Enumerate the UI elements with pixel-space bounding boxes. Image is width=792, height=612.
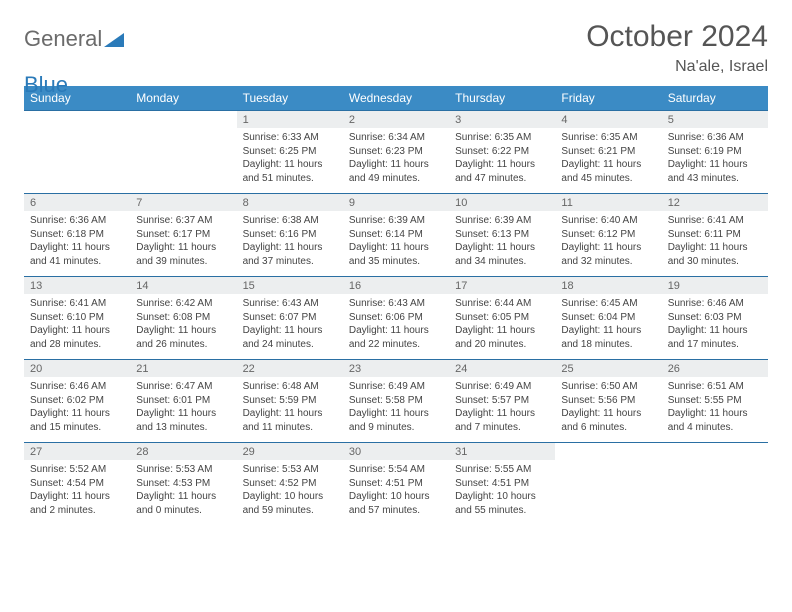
day-number: 20 [24,360,130,378]
logo-text-blue: Blue [24,72,68,98]
day-number: 2 [343,111,449,129]
day-header-cell: Thursday [449,86,555,111]
empty-cell [24,128,130,194]
day-number: 26 [662,360,768,378]
day-details: Sunrise: 6:49 AMSunset: 5:58 PMDaylight:… [343,377,449,443]
header: General October 2024 Na'ale, Israel [24,20,768,76]
day-number: 31 [449,443,555,461]
day-header-cell: Tuesday [237,86,343,111]
day-number: 21 [130,360,236,378]
day-details: Sunrise: 6:35 AMSunset: 6:21 PMDaylight:… [555,128,661,194]
day-number: 29 [237,443,343,461]
day-details: Sunrise: 5:53 AMSunset: 4:53 PMDaylight:… [130,460,236,525]
day-number: 1 [237,111,343,129]
day-number: 18 [555,277,661,295]
day-details: Sunrise: 6:38 AMSunset: 6:16 PMDaylight:… [237,211,343,277]
day-details: Sunrise: 6:40 AMSunset: 6:12 PMDaylight:… [555,211,661,277]
day-number: 12 [662,194,768,212]
logo: General [24,20,124,52]
day-number: 4 [555,111,661,129]
day-number: 17 [449,277,555,295]
empty-cell [662,460,768,525]
empty-cell [555,460,661,525]
day-details: Sunrise: 6:50 AMSunset: 5:56 PMDaylight:… [555,377,661,443]
day-details: Sunrise: 6:43 AMSunset: 6:06 PMDaylight:… [343,294,449,360]
day-details: Sunrise: 6:37 AMSunset: 6:17 PMDaylight:… [130,211,236,277]
week-data-row: Sunrise: 5:52 AMSunset: 4:54 PMDaylight:… [24,460,768,525]
logo-text-gray: General [24,26,102,52]
day-number: 9 [343,194,449,212]
day-details: Sunrise: 6:36 AMSunset: 6:18 PMDaylight:… [24,211,130,277]
day-number: 24 [449,360,555,378]
day-details: Sunrise: 6:33 AMSunset: 6:25 PMDaylight:… [237,128,343,194]
empty-cell [130,128,236,194]
week-data-row: Sunrise: 6:33 AMSunset: 6:25 PMDaylight:… [24,128,768,194]
day-details: Sunrise: 6:36 AMSunset: 6:19 PMDaylight:… [662,128,768,194]
day-number: 3 [449,111,555,129]
day-number: 27 [24,443,130,461]
week-number-row: 13141516171819 [24,277,768,295]
day-number: 11 [555,194,661,212]
day-details: Sunrise: 6:43 AMSunset: 6:07 PMDaylight:… [237,294,343,360]
day-header-cell: Monday [130,86,236,111]
week-data-row: Sunrise: 6:41 AMSunset: 6:10 PMDaylight:… [24,294,768,360]
empty-cell [130,111,236,129]
day-header-row: SundayMondayTuesdayWednesdayThursdayFrid… [24,86,768,111]
day-number: 25 [555,360,661,378]
empty-cell [555,443,661,461]
location: Na'ale, Israel [586,58,768,76]
week-data-row: Sunrise: 6:46 AMSunset: 6:02 PMDaylight:… [24,377,768,443]
day-header-cell: Friday [555,86,661,111]
day-details: Sunrise: 6:41 AMSunset: 6:10 PMDaylight:… [24,294,130,360]
day-details: Sunrise: 5:54 AMSunset: 4:51 PMDaylight:… [343,460,449,525]
empty-cell [24,111,130,129]
day-details: Sunrise: 6:48 AMSunset: 5:59 PMDaylight:… [237,377,343,443]
day-number: 16 [343,277,449,295]
day-details: Sunrise: 6:49 AMSunset: 5:57 PMDaylight:… [449,377,555,443]
day-details: Sunrise: 5:53 AMSunset: 4:52 PMDaylight:… [237,460,343,525]
week-number-row: 12345 [24,111,768,129]
day-details: Sunrise: 6:46 AMSunset: 6:02 PMDaylight:… [24,377,130,443]
day-number: 6 [24,194,130,212]
day-details: Sunrise: 6:46 AMSunset: 6:03 PMDaylight:… [662,294,768,360]
day-number: 5 [662,111,768,129]
day-details: Sunrise: 6:41 AMSunset: 6:11 PMDaylight:… [662,211,768,277]
day-details: Sunrise: 6:35 AMSunset: 6:22 PMDaylight:… [449,128,555,194]
day-number: 14 [130,277,236,295]
day-number: 23 [343,360,449,378]
empty-cell [662,443,768,461]
day-number: 28 [130,443,236,461]
day-number: 19 [662,277,768,295]
day-details: Sunrise: 6:47 AMSunset: 6:01 PMDaylight:… [130,377,236,443]
day-details: Sunrise: 5:52 AMSunset: 4:54 PMDaylight:… [24,460,130,525]
title-block: October 2024 Na'ale, Israel [586,20,768,76]
day-number: 22 [237,360,343,378]
month-title: October 2024 [586,20,768,54]
day-number: 10 [449,194,555,212]
day-details: Sunrise: 6:51 AMSunset: 5:55 PMDaylight:… [662,377,768,443]
day-details: Sunrise: 6:44 AMSunset: 6:05 PMDaylight:… [449,294,555,360]
day-number: 7 [130,194,236,212]
day-header-cell: Saturday [662,86,768,111]
day-details: Sunrise: 5:55 AMSunset: 4:51 PMDaylight:… [449,460,555,525]
day-details: Sunrise: 6:39 AMSunset: 6:14 PMDaylight:… [343,211,449,277]
day-details: Sunrise: 6:42 AMSunset: 6:08 PMDaylight:… [130,294,236,360]
day-details: Sunrise: 6:45 AMSunset: 6:04 PMDaylight:… [555,294,661,360]
calendar-table: SundayMondayTuesdayWednesdayThursdayFrid… [24,86,768,525]
day-header-cell: Wednesday [343,86,449,111]
day-number: 15 [237,277,343,295]
week-number-row: 20212223242526 [24,360,768,378]
day-number: 8 [237,194,343,212]
day-details: Sunrise: 6:39 AMSunset: 6:13 PMDaylight:… [449,211,555,277]
week-data-row: Sunrise: 6:36 AMSunset: 6:18 PMDaylight:… [24,211,768,277]
day-details: Sunrise: 6:34 AMSunset: 6:23 PMDaylight:… [343,128,449,194]
logo-triangle-icon [104,31,124,47]
week-number-row: 6789101112 [24,194,768,212]
week-number-row: 2728293031 [24,443,768,461]
calendar-body: 12345Sunrise: 6:33 AMSunset: 6:25 PMDayl… [24,111,768,526]
day-number: 30 [343,443,449,461]
day-number: 13 [24,277,130,295]
